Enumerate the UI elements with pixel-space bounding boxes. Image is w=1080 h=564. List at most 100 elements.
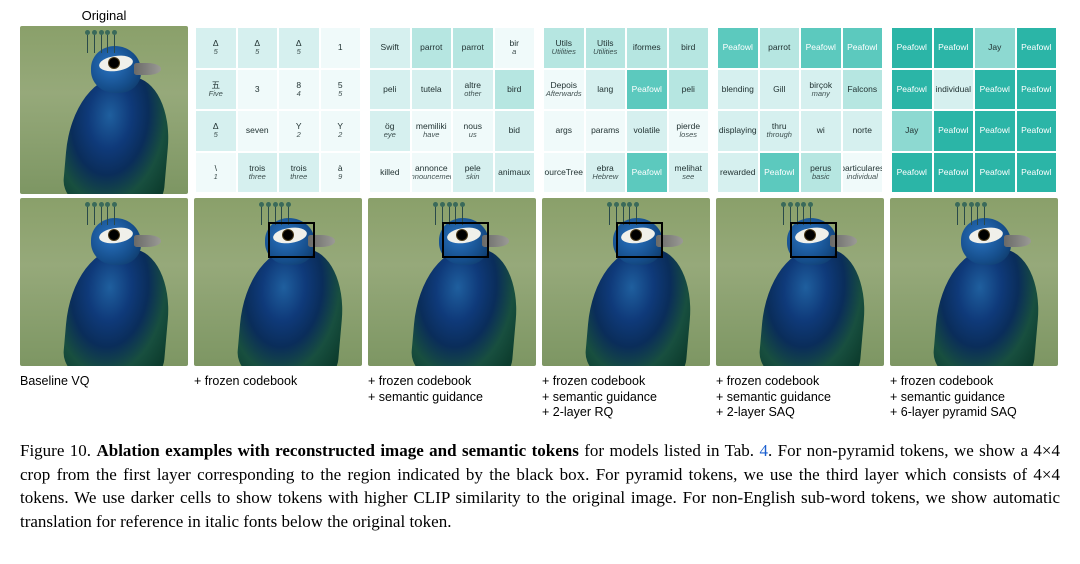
token-cell: 55 — [321, 70, 361, 110]
token-cell: pierdeloses — [669, 111, 709, 151]
col-original: Original — [20, 8, 188, 194]
token-grid-3: UtilsUtilitiesUtilsUtilitiesiformesbirdD… — [542, 26, 710, 194]
token-cell: Peafowl — [934, 28, 974, 68]
token-cell: displaying — [718, 111, 758, 151]
token-cell: à9 — [321, 153, 361, 193]
col-3-top: UtilsUtilitiesUtilsUtilitiesiformesbirdD… — [542, 8, 710, 194]
token-cell: blending — [718, 70, 758, 110]
token-cell: Peafowl — [975, 153, 1015, 193]
token-cell: volatile — [627, 111, 667, 151]
col-5-top: PeafowlPeafowlJayPeafowlPeafowlindividua… — [890, 8, 1058, 194]
token-grid-1: Δ5Δ5Δ51五Five38455Δ5sevenY2Y2\1troisthree… — [194, 26, 362, 194]
col-1-top: Δ5Δ5Δ51五Five38455Δ5sevenY2Y2\1troisthree… — [194, 8, 362, 194]
figure-panels: Original Δ5Δ5Δ51五Five38 — [20, 8, 1060, 421]
token-cell: memilikihave — [412, 111, 452, 151]
token-cell: Y2 — [279, 111, 319, 151]
token-cell: melihatsee — [669, 153, 709, 193]
token-cell: 3 — [238, 70, 278, 110]
token-cell: Peafowl — [892, 70, 932, 110]
token-cell: Δ5 — [196, 28, 236, 68]
token-cell: 1 — [321, 28, 361, 68]
token-cell: Jay — [975, 28, 1015, 68]
token-cell: bid — [495, 111, 535, 151]
col-3-bottom — [542, 198, 710, 366]
token-cell: Gill — [760, 70, 800, 110]
token-cell: nousus — [453, 111, 493, 151]
token-cell: Peafowl — [1017, 70, 1057, 110]
token-cell: parrot — [760, 28, 800, 68]
token-cell: iformes — [627, 28, 667, 68]
col-0-bottom — [20, 198, 188, 366]
token-cell: parrot — [453, 28, 493, 68]
original-label: Original — [82, 8, 127, 24]
caption-prefix: Figure 10. — [20, 441, 96, 460]
token-cell: Peafowl — [934, 153, 974, 193]
token-cell: Peafowl — [627, 153, 667, 193]
token-cell: peli — [669, 70, 709, 110]
token-cell: Δ5 — [238, 28, 278, 68]
caption-0: Baseline VQ — [20, 374, 188, 421]
token-cell: lang — [586, 70, 626, 110]
caption-4: + frozen codebook+ semantic guidance+ 2-… — [716, 374, 884, 421]
token-cell: annonceannouncement — [412, 153, 452, 193]
token-cell: bird — [669, 28, 709, 68]
token-cell: peleskin — [453, 153, 493, 193]
recon-image-1 — [194, 198, 362, 366]
token-cell: Peafowl — [1017, 153, 1057, 193]
token-cell: bira — [495, 28, 535, 68]
token-cell: individual — [934, 70, 974, 110]
crop-box-icon — [790, 222, 837, 259]
token-cell: Jay — [892, 111, 932, 151]
token-cell: ögeye — [370, 111, 410, 151]
token-grid-4: PeafowlparrotPeafowlPeafowlblendingGillb… — [716, 26, 884, 194]
token-cell: Δ5 — [196, 111, 236, 151]
recon-image-0 — [20, 198, 188, 366]
caption-rest1: for models listed in Tab. — [579, 441, 760, 460]
figure-10: Original Δ5Δ5Δ51五Five38 — [20, 8, 1060, 534]
caption-5: + frozen codebook+ semantic guidance+ 6-… — [890, 374, 1058, 421]
token-cell: Peafowl — [892, 28, 932, 68]
token-cell: wi — [801, 111, 841, 151]
token-cell: bird — [495, 70, 535, 110]
token-cell: args — [544, 111, 584, 151]
token-cell: ebraHebrew — [586, 153, 626, 193]
token-cell: Peafowl — [760, 153, 800, 193]
token-cell: UtilsUtilities — [586, 28, 626, 68]
token-cell: seven — [238, 111, 278, 151]
token-cell: altreother — [453, 70, 493, 110]
col-1-bottom — [194, 198, 362, 366]
top-row: Original Δ5Δ5Δ51五Five38 — [20, 8, 1060, 194]
token-cell: troisthree — [238, 153, 278, 193]
token-cell: troisthree — [279, 153, 319, 193]
token-cell: Peafowl — [627, 70, 667, 110]
token-cell: Peafowl — [801, 28, 841, 68]
table-link[interactable]: 4 — [759, 441, 768, 460]
token-cell: Swift — [370, 28, 410, 68]
token-cell: thruthrough — [760, 111, 800, 151]
col-2-top: Swiftparrotparrotbirapelitutelaaltreothe… — [368, 8, 536, 194]
crop-box-icon — [268, 222, 315, 259]
token-cell: 五Five — [196, 70, 236, 110]
recon-image-4 — [716, 198, 884, 366]
token-cell: UtilsUtilities — [544, 28, 584, 68]
token-cell: Peafowl — [975, 70, 1015, 110]
token-cell: DepoisAfterwards — [544, 70, 584, 110]
token-cell: Peafowl — [718, 28, 758, 68]
token-cell: \1 — [196, 153, 236, 193]
token-cell: Peafowl — [892, 153, 932, 193]
token-cell: Falcons — [843, 70, 883, 110]
token-cell: Peafowl — [1017, 28, 1057, 68]
token-cell: Δ5 — [279, 28, 319, 68]
token-cell: Peafowl — [843, 28, 883, 68]
token-cell: Y2 — [321, 111, 361, 151]
caption-bold: Ablation examples with reconstructed ima… — [96, 441, 578, 460]
token-cell: peli — [370, 70, 410, 110]
token-cell: Peafowl — [934, 111, 974, 151]
token-cell: ourceTree — [544, 153, 584, 193]
token-cell: killed — [370, 153, 410, 193]
col-4-bottom — [716, 198, 884, 366]
token-cell: animaux — [495, 153, 535, 193]
token-grid-5: PeafowlPeafowlJayPeafowlPeafowlindividua… — [890, 26, 1058, 194]
token-cell: particularesindividual — [843, 153, 883, 193]
token-cell: perusbasic — [801, 153, 841, 193]
